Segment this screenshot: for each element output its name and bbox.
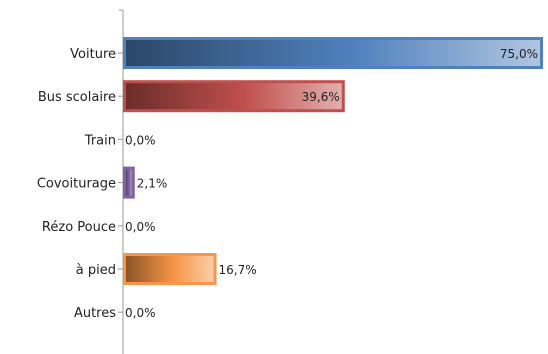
category-label: Autres — [74, 306, 116, 321]
value-label: 16,7% — [219, 263, 257, 277]
value-label: 2,1% — [137, 177, 168, 191]
bar — [123, 80, 345, 113]
category-label: Train — [84, 133, 116, 148]
value-label: 0,0% — [125, 220, 156, 234]
value-label: 0,0% — [125, 306, 156, 320]
category-label: Rézo Pouce — [42, 220, 116, 235]
bar — [123, 166, 135, 199]
labels-group: Voiture 75,0% Bus scolaire 39,6% Train 0,0% Co… — [37, 9, 538, 321]
category-label: Bus scolaire — [38, 90, 116, 105]
value-label: 0,0% — [125, 133, 156, 147]
value-label: 39,6% — [302, 90, 340, 104]
bar — [123, 37, 543, 69]
category-label: Voiture — [70, 47, 116, 62]
bar — [123, 253, 217, 285]
bars-group — [123, 37, 543, 285]
category-label: à pied — [76, 263, 116, 278]
value-label: 75,0% — [500, 47, 538, 61]
category-label: Covoiturage — [37, 177, 116, 192]
